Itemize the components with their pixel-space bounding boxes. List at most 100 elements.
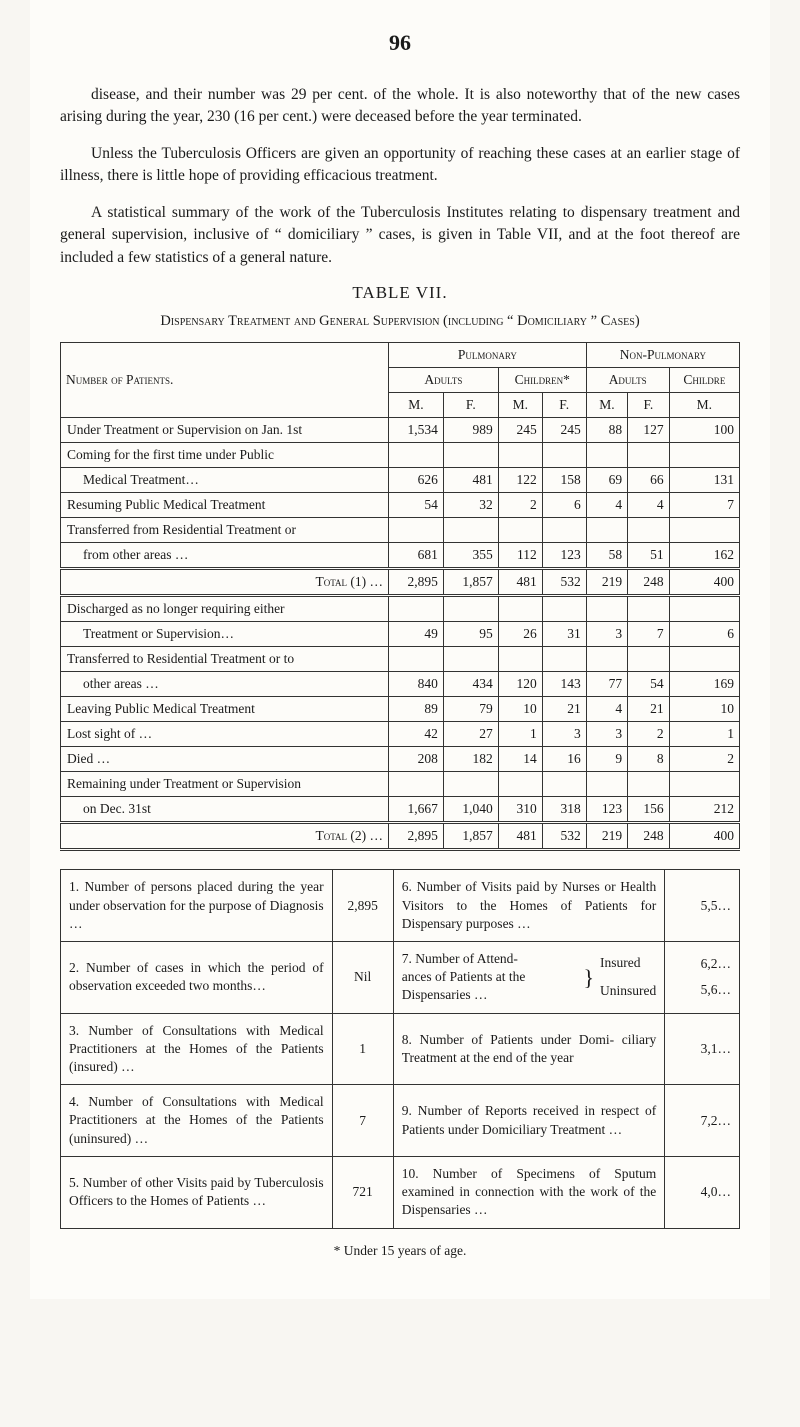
data-cell: 182 (443, 747, 498, 772)
data-cell: 32 (443, 493, 498, 518)
total-cell: 248 (628, 569, 669, 596)
data-cell: 123 (542, 543, 586, 569)
empty-cell (628, 647, 669, 672)
data-cell: 3 (542, 722, 586, 747)
empty-cell (669, 518, 739, 543)
total-2-label: Total (2) … (61, 823, 389, 850)
empty-cell (542, 518, 586, 543)
lower-left-val: 721 (332, 1156, 393, 1228)
total-cell: 400 (669, 569, 739, 596)
empty-cell (586, 596, 627, 622)
data-cell: 123 (586, 797, 627, 823)
data-cell: 79 (443, 697, 498, 722)
total-cell: 481 (498, 823, 542, 850)
data-cell: 69 (586, 468, 627, 493)
total-cell: 219 (586, 569, 627, 596)
col-m: M. (586, 393, 627, 418)
empty-cell (542, 647, 586, 672)
col-non-pulmonary: Non-Pulmonary (586, 343, 739, 368)
data-cell: 58 (586, 543, 627, 569)
data-cell: 54 (628, 672, 669, 697)
data-cell: 31 (542, 622, 586, 647)
data-cell: 21 (542, 697, 586, 722)
empty-cell (388, 443, 443, 468)
data-cell: 7 (628, 622, 669, 647)
row-label: Lost sight of … (61, 722, 389, 747)
row-label: other areas … (61, 672, 389, 697)
data-cell: 10 (498, 697, 542, 722)
data-cell: 112 (498, 543, 542, 569)
main-table-header: Number of Patients. Pulmonary Non-Pulmon… (61, 343, 740, 418)
empty-cell (586, 647, 627, 672)
lower-row: 3. Number of Consultations with Medical … (61, 1013, 740, 1085)
empty-cell (542, 596, 586, 622)
total-cell: 532 (542, 569, 586, 596)
data-cell: 212 (669, 797, 739, 823)
lower-table: 1. Number of persons placed during the y… (60, 869, 740, 1228)
row-label: on Dec. 31st (61, 797, 389, 823)
col-adults-2: Adults (586, 368, 669, 393)
data-cell: 2 (498, 493, 542, 518)
lower-row: 5. Number of other Visits paid by Tuberc… (61, 1156, 740, 1228)
row-label: Leaving Public Medical Treatment (61, 697, 389, 722)
lower-left-val: 2,895 (332, 870, 393, 942)
data-cell: 88 (586, 418, 627, 443)
col-children-1: Children* (498, 368, 586, 393)
empty-cell (542, 772, 586, 797)
data-cell: 318 (542, 797, 586, 823)
data-cell: 42 (388, 722, 443, 747)
data-cell: 1,534 (388, 418, 443, 443)
lower-right-val: 5,5… (665, 870, 740, 942)
total-cell: 1,857 (443, 823, 498, 850)
empty-cell (388, 647, 443, 672)
lower-left-val: 7 (332, 1085, 393, 1157)
data-cell: 27 (443, 722, 498, 747)
empty-cell (498, 647, 542, 672)
row-label: Medical Treatment… (61, 468, 389, 493)
data-cell: 162 (669, 543, 739, 569)
data-cell: 51 (628, 543, 669, 569)
empty-cell (443, 647, 498, 672)
col-m: M. (498, 393, 542, 418)
col-m: M. (669, 393, 739, 418)
data-cell: 127 (628, 418, 669, 443)
data-cell: 6 (542, 493, 586, 518)
empty-cell (498, 443, 542, 468)
data-cell: 310 (498, 797, 542, 823)
empty-cell (388, 772, 443, 797)
col-adults-1: Adults (388, 368, 498, 393)
data-cell: 9 (586, 747, 627, 772)
lower-left-desc: 3. Number of Consultations with Medical … (61, 1013, 333, 1085)
col-f: F. (542, 393, 586, 418)
lower-left-val: Nil (332, 941, 393, 1013)
paragraph-2: Unless the Tuberculosis Officers are giv… (60, 143, 740, 188)
total-cell: 219 (586, 823, 627, 850)
lower-left-desc: 4. Number of Consultations with Medical … (61, 1085, 333, 1157)
data-cell: 4 (628, 493, 669, 518)
table-sub-caption: Dispensary Treatment and General Supervi… (60, 313, 740, 330)
data-cell: 120 (498, 672, 542, 697)
data-cell: 21 (628, 697, 669, 722)
data-cell: 8 (628, 747, 669, 772)
col-pulmonary: Pulmonary (388, 343, 586, 368)
total-cell: 2,895 (388, 569, 443, 596)
data-cell: 26 (498, 622, 542, 647)
main-table: Number of Patients. Pulmonary Non-Pulmon… (60, 342, 740, 851)
main-table-total-1: Total (1) … 2,895 1,857 481 532 219 248 … (61, 569, 740, 596)
data-cell: 14 (498, 747, 542, 772)
data-cell: 1 (669, 722, 739, 747)
data-cell: 681 (388, 543, 443, 569)
main-table-body-2: Discharged as no longer requiring either… (61, 596, 740, 823)
empty-cell (498, 596, 542, 622)
empty-cell (443, 596, 498, 622)
row-label: Treatment or Supervision… (61, 622, 389, 647)
row-label: Coming for the first time under Public (61, 443, 389, 468)
page: 96 disease, and their number was 29 per … (30, 0, 770, 1299)
data-cell: 481 (443, 468, 498, 493)
empty-cell (542, 443, 586, 468)
data-cell: 1,040 (443, 797, 498, 823)
empty-cell (586, 443, 627, 468)
row-label: Died … (61, 747, 389, 772)
row-label: Remaining under Treatment or Supervision (61, 772, 389, 797)
data-cell: 434 (443, 672, 498, 697)
